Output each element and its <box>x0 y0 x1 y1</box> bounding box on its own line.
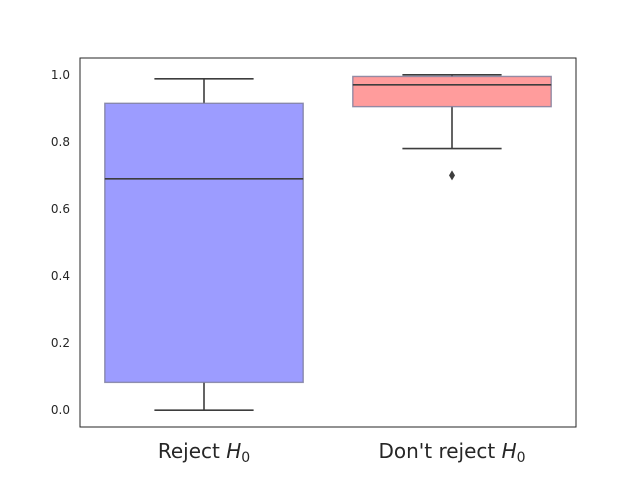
category-label-text-0: Reject <box>158 439 226 463</box>
y-tick-label-3: 0.6 <box>51 202 70 216</box>
box-0 <box>104 102 304 384</box>
axes-frame <box>79 57 577 428</box>
y-tick-label-4: 0.8 <box>51 135 70 149</box>
plot-area: Reject H0 Don't reject H00.00.20.40.60.81… <box>51 57 577 466</box>
y-tick-label-5: 1.0 <box>51 68 70 82</box>
category-label-1: Don't reject H0 <box>378 439 525 466</box>
category-label-text-1: Don't reject <box>378 439 501 463</box>
y-tick-label-1: 0.2 <box>51 336 70 350</box>
outlier-1-0 <box>449 170 455 181</box>
y-tick-label-2: 0.4 <box>51 269 70 283</box>
category-label-symbol-0: H <box>226 439 241 463</box>
category-label-subscript-1: 0 <box>517 450 526 466</box>
y-tick-label-0: 0.0 <box>51 403 70 417</box>
category-label-symbol-1: H <box>502 439 517 463</box>
box-1 <box>352 75 552 108</box>
category-label-subscript-0: 0 <box>241 450 250 466</box>
category-label-0: Reject H0 <box>158 439 250 466</box>
